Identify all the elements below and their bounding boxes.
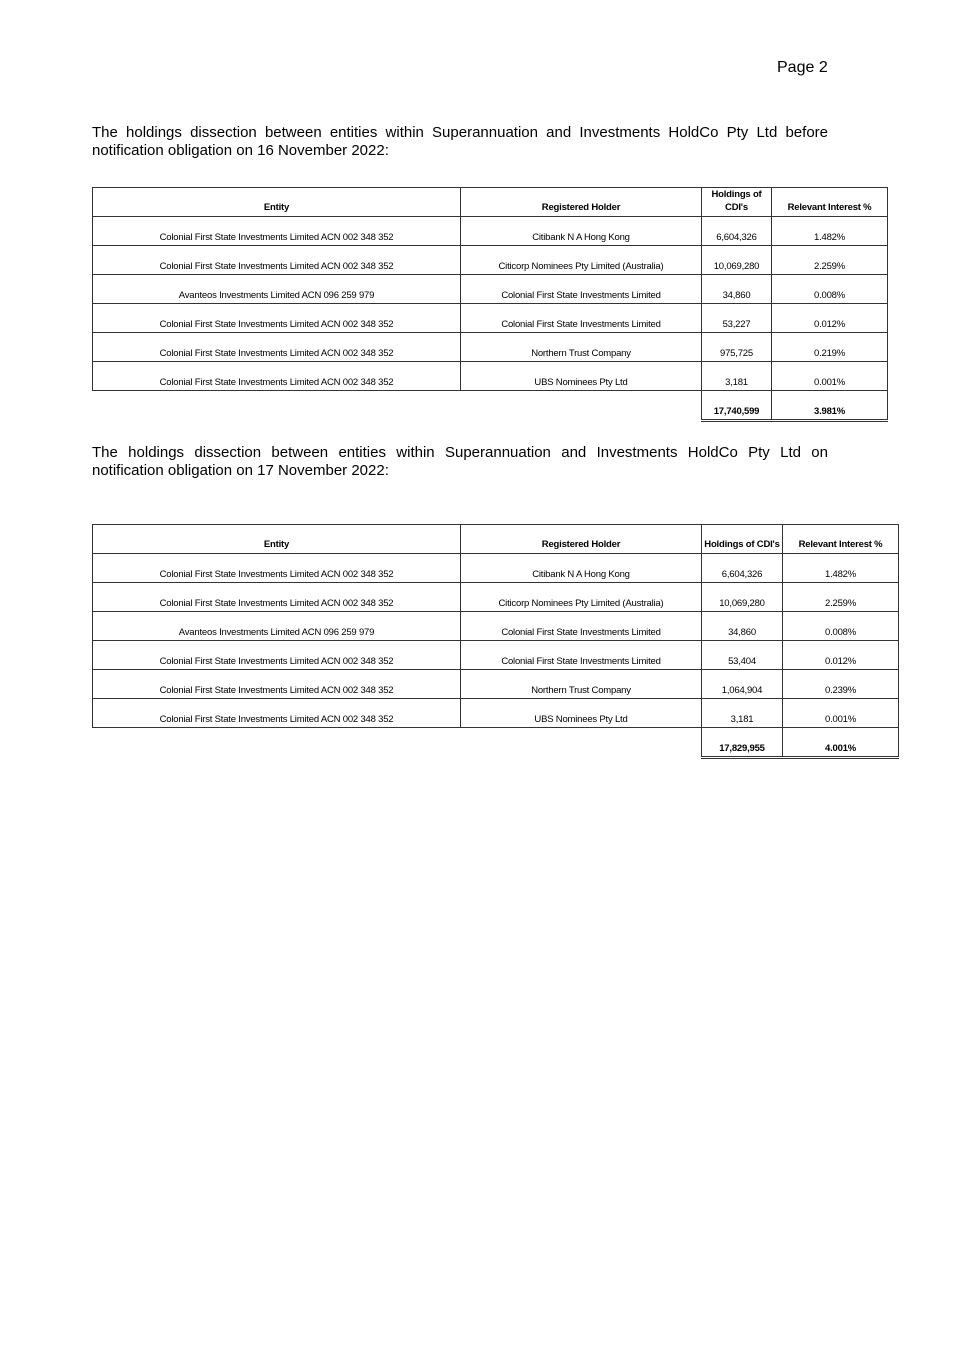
table-row: Avanteos Investments Limited ACN 096 259…: [92, 611, 899, 641]
relevant-interest-cell: 2.259%: [771, 245, 888, 275]
header-row: Entity Registered Holder Holdings of CDI's…: [92, 187, 888, 217]
holdings-cell: 6,604,326: [701, 216, 772, 246]
holdings-cell: 10,069,280: [701, 245, 772, 275]
relevant-interest-cell: 0.008%: [771, 274, 888, 304]
relevant-interest-cell: 0.001%: [782, 698, 899, 728]
holdings-cell: 34,860: [701, 611, 783, 641]
relevant-interest-cell: 2.259%: [782, 582, 899, 612]
holdings-cell: 53,404: [701, 640, 783, 670]
entity-cell: Avanteos Investments Limited ACN 096 259…: [92, 611, 461, 641]
entity-cell: Avanteos Investments Limited ACN 096 259…: [92, 274, 461, 304]
registered-holder-cell: Colonial First State Investments Limited: [460, 303, 702, 333]
entity-cell: Colonial First State Investments Limited…: [92, 640, 461, 670]
holdings-cell: 6,604,326: [701, 553, 783, 583]
total-row: 17,740,599 3.981%: [93, 390, 888, 422]
registered-holder-cell: Citibank N A Hong Kong: [460, 216, 702, 246]
entity-cell: Colonial First State Investments Limited…: [92, 332, 461, 362]
intro-before: The holdings dissection between entities…: [92, 124, 828, 159]
total-relevant-interest: 3.981%: [771, 390, 888, 422]
registered-holder-cell: Colonial First State Investments Limited: [460, 274, 702, 304]
registered-holder-cell: UBS Nominees Pty Ltd: [460, 361, 702, 391]
holdings-table-before: Entity Registered Holder Holdings of CDI's…: [92, 187, 888, 422]
table-row: Colonial First State Investments Limited…: [92, 245, 888, 275]
relevant-interest-cell: 0.012%: [782, 640, 899, 670]
registered-holder-cell: Citicorp Nominees Pty Limited (Australia…: [460, 582, 702, 612]
holdings-cell: 975,725: [701, 332, 772, 362]
table-row: Colonial First State Investments Limited…: [92, 553, 899, 583]
relevant-interest-header: Relevant Interest %: [782, 524, 899, 554]
entity-cell: Colonial First State Investments Limited…: [92, 698, 461, 728]
entity-cell: Colonial First State Investments Limited…: [92, 303, 461, 333]
entity-header: Entity: [92, 524, 461, 554]
holdings-cell: 34,860: [701, 274, 772, 304]
table-row: Colonial First State Investments Limited…: [92, 332, 888, 362]
holdings-header: Holdings of CDI's: [701, 524, 783, 554]
relevant-interest-header: Relevant Interest %: [771, 187, 888, 217]
relevant-interest-cell: 0.008%: [782, 611, 899, 641]
registered-holder-cell: Colonial First State Investments Limited: [460, 640, 702, 670]
entity-cell: Colonial First State Investments Limited…: [92, 582, 461, 612]
table-row: Colonial First State Investments Limited…: [92, 216, 888, 246]
total-relevant-interest: 4.001%: [782, 727, 899, 759]
total-holdings: 17,740,599: [701, 390, 772, 422]
entity-header: Entity: [92, 187, 461, 217]
table-row: Colonial First State Investments Limited…: [92, 669, 899, 699]
holdings-cell: 10,069,280: [701, 582, 783, 612]
header-row: Entity Registered Holder Holdings of CDI's…: [92, 524, 899, 554]
total-holdings: 17,829,955: [701, 727, 783, 759]
registered-holder-cell: UBS Nominees Pty Ltd: [460, 698, 702, 728]
intro-on: The holdings dissection between entities…: [92, 444, 828, 479]
entity-cell: Colonial First State Investments Limited…: [92, 669, 461, 699]
holdings-cell: 3,181: [701, 361, 772, 391]
relevant-interest-cell: 0.012%: [771, 303, 888, 333]
page-number: Page 2: [777, 59, 828, 76]
registered-holder-header: Registered Holder: [460, 187, 702, 217]
table-row: Colonial First State Investments Limited…: [92, 361, 888, 391]
registered-holder-cell: Colonial First State Investments Limited: [460, 611, 702, 641]
registered-holder-cell: Citibank N A Hong Kong: [460, 553, 702, 583]
relevant-interest-cell: 0.001%: [771, 361, 888, 391]
registered-holder-header: Registered Holder: [460, 524, 702, 554]
table-row: Avanteos Investments Limited ACN 096 259…: [92, 274, 888, 304]
registered-holder-cell: Citicorp Nominees Pty Limited (Australia…: [460, 245, 702, 275]
holdings-cell: 1,064,904: [701, 669, 783, 699]
relevant-interest-cell: 0.239%: [782, 669, 899, 699]
entity-cell: Colonial First State Investments Limited…: [92, 245, 461, 275]
entity-cell: Colonial First State Investments Limited…: [92, 216, 461, 246]
holdings-header: Holdings of CDI's: [701, 187, 772, 217]
registered-holder-cell: Northern Trust Company: [460, 332, 702, 362]
holdings-cell: 53,227: [701, 303, 772, 333]
table-row: Colonial First State Investments Limited…: [92, 303, 888, 333]
entity-cell: Colonial First State Investments Limited…: [92, 553, 461, 583]
table-row: Colonial First State Investments Limited…: [92, 698, 899, 728]
table-row: Colonial First State Investments Limited…: [92, 582, 899, 612]
table-row: Colonial First State Investments Limited…: [92, 640, 899, 670]
entity-cell: Colonial First State Investments Limited…: [92, 361, 461, 391]
relevant-interest-cell: 1.482%: [771, 216, 888, 246]
relevant-interest-cell: 0.219%: [771, 332, 888, 362]
registered-holder-cell: Northern Trust Company: [460, 669, 702, 699]
relevant-interest-cell: 1.482%: [782, 553, 899, 583]
holdings-cell: 3,181: [701, 698, 783, 728]
holdings-table-on: Entity Registered Holder Holdings of CDI's…: [92, 524, 899, 759]
total-row: 17,829,955 4.001%: [93, 727, 899, 759]
